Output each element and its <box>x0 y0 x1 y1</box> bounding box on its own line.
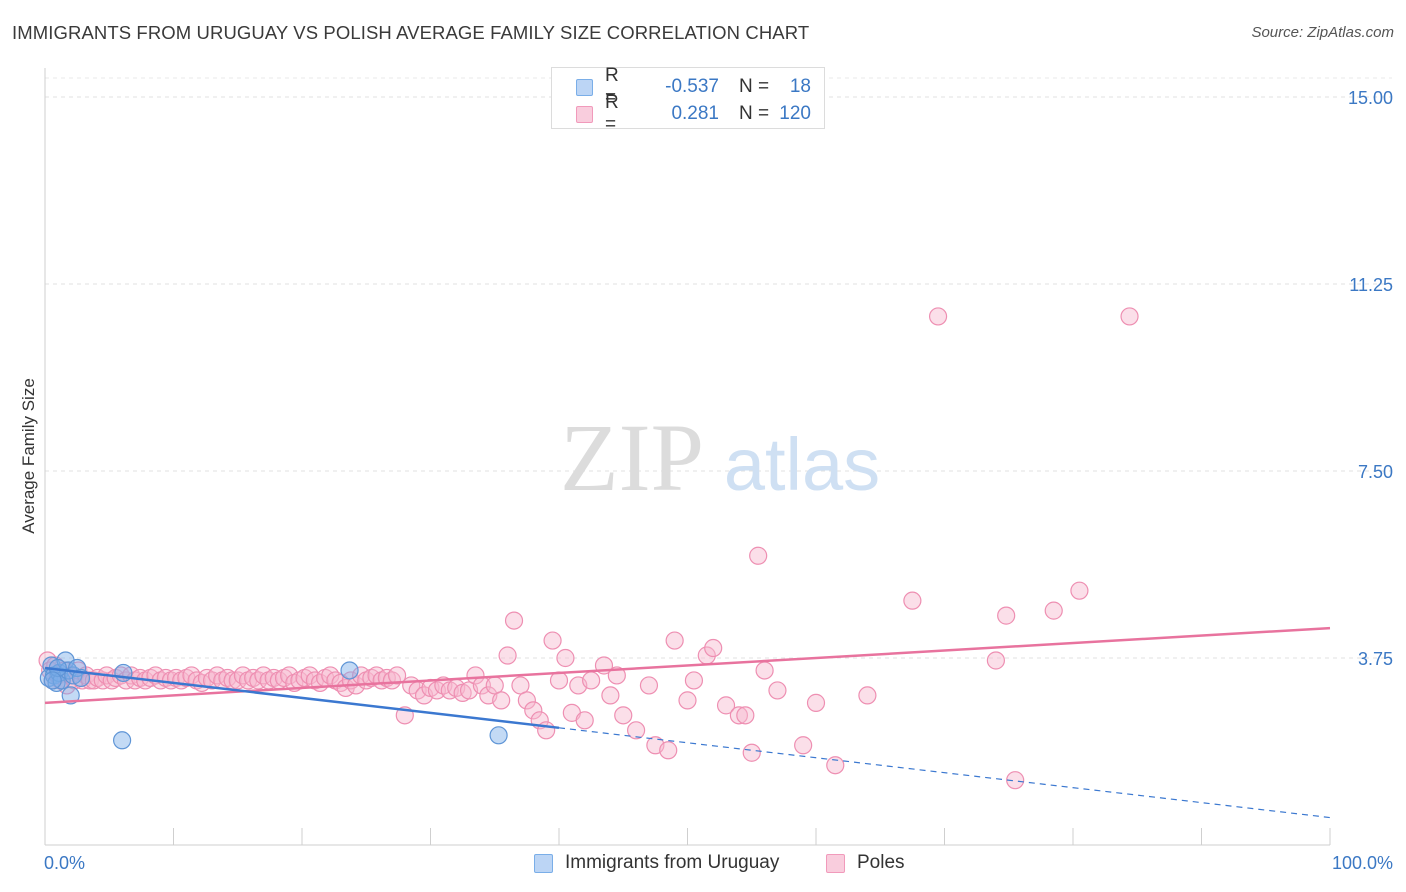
point-1-127 <box>826 756 845 775</box>
legend-row-poles: R = 0.281 N = 120 <box>576 92 811 135</box>
watermark-zip: ZIP <box>560 404 704 511</box>
watermark: ZIP atlas <box>560 404 880 511</box>
point-0-17 <box>43 671 62 690</box>
series-legend-poles: Poles <box>826 852 905 874</box>
series-swatch-uruguay <box>534 853 553 873</box>
point-1-38 <box>202 671 222 690</box>
point-1-98 <box>543 631 562 650</box>
legend-n-value: 120 <box>779 103 811 124</box>
point-1-100 <box>556 648 575 668</box>
axes <box>44 68 1331 846</box>
correlation-legend: R = -0.537 N = 18 R = 0.281 N = 120 <box>551 65 825 135</box>
chart-title: IMMIGRANTS FROM URUGUAY VS POLISH AVERAG… <box>12 22 810 43</box>
point-1-110 <box>639 676 659 695</box>
legend-n-label: N = <box>739 76 770 97</box>
point-1-73 <box>382 671 402 690</box>
point-1-112 <box>659 741 678 760</box>
y-tick-label-3: 15.00 <box>1348 88 1393 108</box>
point-1-109 <box>626 721 646 740</box>
legend-swatch-poles <box>576 105 593 123</box>
point-1-120 <box>736 706 755 725</box>
point-1-115 <box>684 671 704 690</box>
point-1-124 <box>768 681 787 700</box>
grid-lines <box>45 77 1392 659</box>
y-axis-label: Average Family Size <box>19 378 38 534</box>
series-label-uruguay: Immigrants from Uruguay <box>565 852 780 873</box>
legend-r-value: 0.281 <box>671 103 719 124</box>
legend-n-label: N = <box>739 103 770 124</box>
legend-r-label: R = <box>605 92 619 135</box>
point-1-57 <box>300 666 319 685</box>
point-1-86 <box>466 666 485 685</box>
point-1-121 <box>742 743 761 762</box>
y-tick-label-0: 3.75 <box>1358 649 1393 669</box>
watermark-atlas: atlas <box>724 423 880 506</box>
point-1-117 <box>704 638 723 658</box>
point-1-118 <box>716 696 736 715</box>
legend-n-value: 18 <box>789 76 811 97</box>
x-tick-label-0: 0.0% <box>44 853 85 873</box>
tick-labels: 3.75 7.50 11.25 15.00 0.0% 100.0% <box>44 88 1393 873</box>
trend-line-uruguay-extension <box>558 727 1331 819</box>
point-1-126 <box>806 693 826 712</box>
series-legend: Immigrants from Uruguay Poles <box>0 852 1406 876</box>
point-0-8 <box>61 686 80 705</box>
x-tick-label-1: 100.0% <box>1332 853 1393 873</box>
point-1-136 <box>1120 307 1139 326</box>
legend-r-value: -0.537 <box>665 76 719 97</box>
point-1-128 <box>858 686 877 705</box>
series-0 <box>39 651 508 750</box>
point-1-123 <box>755 661 774 680</box>
point-1-134 <box>1044 601 1063 620</box>
point-0-15 <box>489 726 508 745</box>
point-1-43 <box>228 671 247 690</box>
point-0-13 <box>112 731 132 750</box>
series-swatch-poles <box>826 853 845 873</box>
point-1-95 <box>524 701 543 720</box>
point-1-103 <box>575 711 594 730</box>
legend-r-label: R = <box>605 65 619 108</box>
point-1-130 <box>928 307 948 326</box>
point-0-14 <box>340 661 359 680</box>
point-1-125 <box>794 736 813 755</box>
trend-layer <box>44 626 1331 819</box>
point-1-93 <box>511 676 530 695</box>
point-1-47 <box>249 671 268 690</box>
point-1-122 <box>749 546 768 565</box>
point-1-133 <box>1006 771 1025 790</box>
point-1-108 <box>614 706 633 725</box>
point-1-132 <box>997 606 1016 625</box>
point-1-74 <box>387 666 407 685</box>
point-1-114 <box>678 691 697 710</box>
series-1 <box>38 307 1139 790</box>
point-1-90 <box>492 691 511 710</box>
point-1-94 <box>517 691 536 710</box>
point-1-97 <box>537 721 556 740</box>
series-label-poles: Poles <box>857 852 905 873</box>
series-legend-uruguay: Immigrants from Uruguay <box>534 852 779 874</box>
point-1-129 <box>903 591 922 610</box>
y-tick-label-1: 7.50 <box>1358 462 1393 482</box>
y-tick-label-2: 11.25 <box>1349 275 1393 295</box>
point-1-104 <box>582 671 601 690</box>
point-1-92 <box>504 611 524 630</box>
trend-line-uruguay <box>44 666 560 730</box>
point-1-91 <box>498 646 517 665</box>
trend-line-poles <box>44 626 1331 705</box>
point-1-61 <box>321 666 340 685</box>
source-label: Source: ZipAtlas.com <box>1251 24 1394 41</box>
point-1-106 <box>601 686 620 705</box>
point-1-135 <box>1070 581 1089 600</box>
legend-row-uruguay: R = -0.537 N = 18 <box>576 65 811 108</box>
legend-swatch-uruguay <box>576 78 593 96</box>
point-1-119 <box>729 706 749 725</box>
series-layer <box>38 307 1139 790</box>
point-1-131 <box>986 651 1006 670</box>
point-1-107 <box>607 666 626 685</box>
point-1-113 <box>665 631 684 650</box>
